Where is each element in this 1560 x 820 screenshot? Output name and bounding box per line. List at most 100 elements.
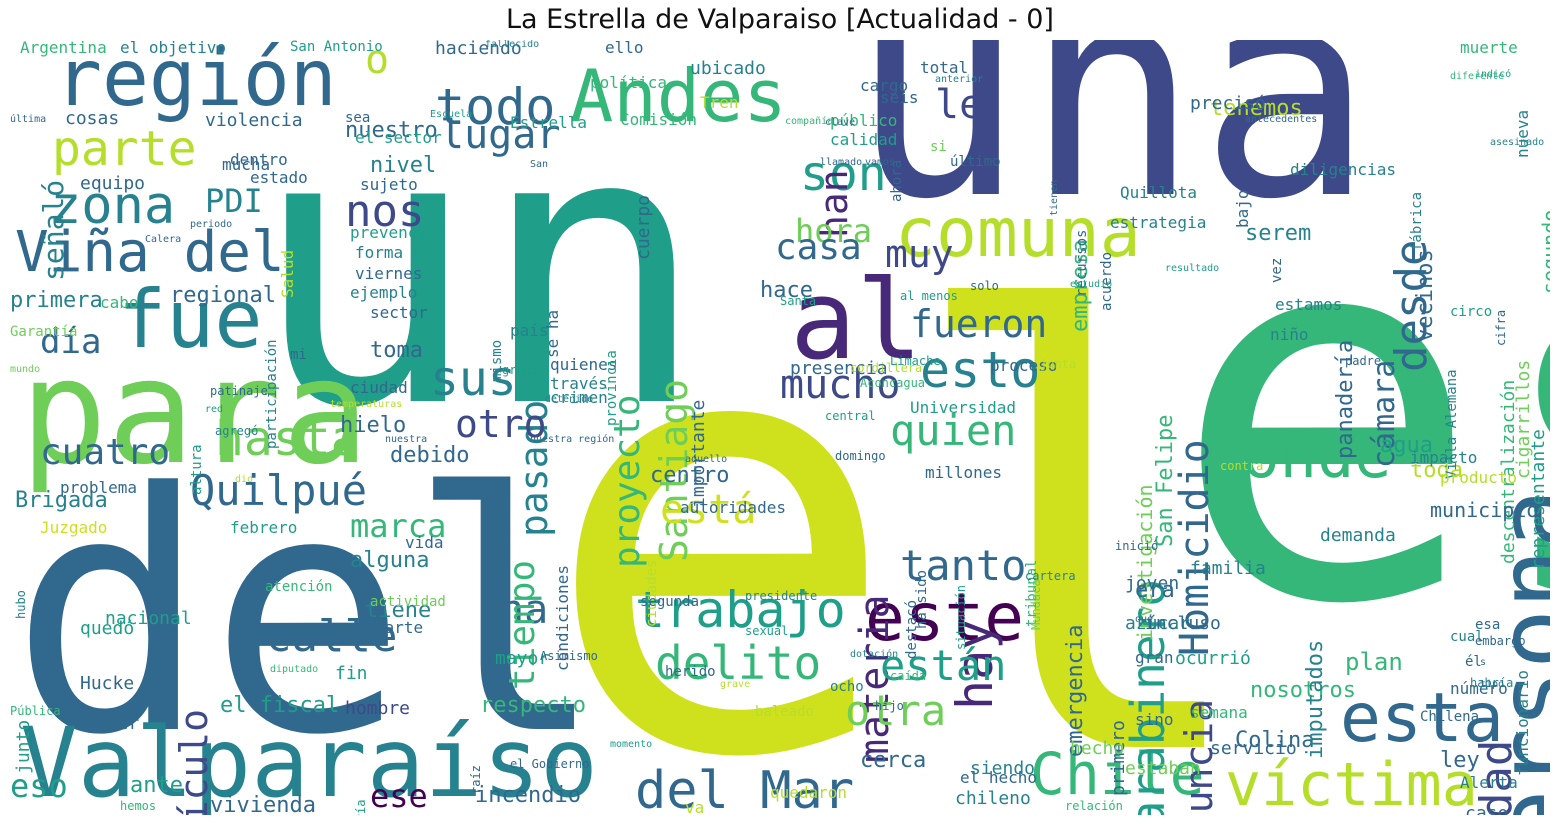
word-sujeto-175: sujeto [360, 175, 418, 194]
word-sector-180: sector [370, 303, 428, 322]
word-escuela-223: Escuela [430, 109, 473, 120]
word-cifra-146: cifra [1494, 309, 1508, 346]
word-impacto-115: impacto [1410, 448, 1478, 467]
word-traves-183: través [550, 374, 608, 393]
word-fue-11: fue [118, 273, 263, 366]
word-habria-136: habría [1470, 676, 1514, 690]
word-haciendo-165: haciendo [435, 40, 522, 59]
word-del-mar-18: del Mar [635, 761, 855, 815]
word-calle-31: calle [265, 611, 398, 662]
word-este-13: este [865, 579, 1024, 656]
word-azucar-120: azúcar [1125, 613, 1191, 634]
word-asimismo-239: Asimismo [540, 649, 598, 663]
word-joven-122: joven [1125, 573, 1180, 594]
word-toma-83: toma [370, 338, 423, 363]
word-junta-260: junta [1040, 357, 1077, 371]
word-donde-15: donde [1205, 419, 1392, 492]
word-estrella-166: Estrella [510, 113, 588, 132]
word-familia-121: familia [1190, 558, 1266, 579]
word-red-202: red [205, 404, 224, 415]
word-numero-134: número [1450, 679, 1508, 698]
word-prevencion-176: prevención [350, 223, 447, 242]
word-ley-80: ley [1440, 748, 1480, 773]
word-atencion-209: atención [265, 579, 333, 595]
word-resultado-281: resultado [1165, 263, 1220, 274]
word-relacion-249: relación [1065, 799, 1123, 813]
word-cuatro-49: cuatro [40, 432, 171, 473]
word-dentro-172: dentro [230, 150, 288, 169]
word-chile-16: Chile [1030, 740, 1205, 808]
word-eso-65: eso [10, 767, 68, 805]
word-publica-219: Pública [10, 704, 61, 718]
word-san-felipe-82: San Felipe [1153, 414, 1178, 547]
word-dotacion-241: dotación [850, 649, 899, 660]
word-dio-229: dio [235, 474, 254, 485]
word-diferente-290: diferente [1450, 71, 1505, 82]
word-santa-265: Santa [780, 294, 817, 308]
word-patinaje-201: patinaje [210, 384, 268, 398]
word-estamos-142: estamos [1275, 295, 1343, 314]
word-tanto-41: tanto [900, 541, 1027, 590]
word-mayor-100: mayor [495, 648, 550, 669]
word-vez-148: vez [1269, 257, 1285, 284]
word-forma-177: forma [355, 243, 404, 262]
word-quedaron-248: quedaron [770, 783, 848, 802]
word-demanda-116: demanda [1320, 525, 1396, 546]
word-tipo-278: tipo [1480, 679, 1505, 690]
word-plan-79: plan [1345, 648, 1403, 676]
word-para-5: para [20, 328, 370, 497]
word-temperaturas-226: temperaturas [330, 399, 403, 410]
word-violencia-169: violencia [205, 110, 303, 131]
word-proceso-259: proceso [990, 356, 1058, 375]
word-crimen-182: crimen [550, 388, 608, 407]
word-compania-288: compañía [785, 116, 834, 127]
word-solo-279: solo [970, 279, 999, 293]
word-diligencias-141: diligencias [1290, 160, 1396, 179]
word-san-292: San [530, 159, 549, 170]
word-periodo-195: periodo [190, 219, 233, 230]
word-se-ha-186: se ha [543, 309, 562, 358]
word-vida-211: vida [405, 533, 444, 552]
word-vehiculo-50: vehículo [172, 709, 216, 815]
word-va-250: va [685, 798, 705, 816]
word-muerte-138: muerte [1460, 40, 1518, 57]
word-cosas-170: cosas [65, 108, 120, 129]
word-ese-66: ese [370, 777, 428, 815]
word-cuerpo-187: cuerpo [633, 194, 654, 260]
word-region-7: región [55, 40, 337, 124]
word-fallecido-193: fallecido [485, 40, 540, 50]
word-respecto-74: respecto [480, 693, 586, 718]
word-casa-59: casa [775, 227, 862, 268]
word-cabo-196: cabo [100, 293, 139, 312]
word-segundo-107: segundo [1538, 209, 1550, 294]
word-sino-126: sino [1135, 710, 1174, 729]
word-nuestro-89: nuestro [345, 118, 438, 143]
word-provincia-189: provincia [604, 349, 620, 426]
word-salud-225: Salud [278, 249, 297, 298]
word-todo-22: todo [435, 78, 556, 136]
word-hombre-99: hombre [345, 698, 411, 719]
word-limache-264: Limache [890, 354, 941, 368]
word-hace-96: hace [760, 278, 813, 303]
word-viernes-178: viernes [355, 264, 423, 283]
word-ubicado-161: ubicado [690, 58, 766, 79]
word-estudio-280: estudio [1070, 279, 1113, 290]
word-parte-21: parte [52, 121, 197, 177]
word-tiempo-52: tiempo [502, 559, 543, 690]
word-fin-217: fin [335, 663, 368, 684]
word-estrategia-150: estrategia [1110, 213, 1207, 232]
word-cerca-75: cerca [860, 748, 927, 773]
word-municipio-113: municipio [1430, 498, 1539, 522]
word-hielo-69: hielo [340, 413, 407, 438]
word-o-60: o [365, 40, 390, 83]
word-antecedentes-283: antecedentes [1245, 114, 1318, 125]
word-calera-194: Calera [145, 234, 182, 245]
word-hacer-218: hacer [85, 713, 140, 734]
word-que-277: qué [1135, 614, 1154, 625]
word-tiene-91: tiene [365, 598, 432, 623]
word-un-1: un [250, 48, 708, 491]
word-detenido-227: detenido [545, 394, 594, 405]
word-toda-94: toda [1410, 458, 1463, 483]
word-hasta-29: hasta [215, 411, 360, 467]
word-trabajo-27: trabajo [635, 581, 846, 639]
